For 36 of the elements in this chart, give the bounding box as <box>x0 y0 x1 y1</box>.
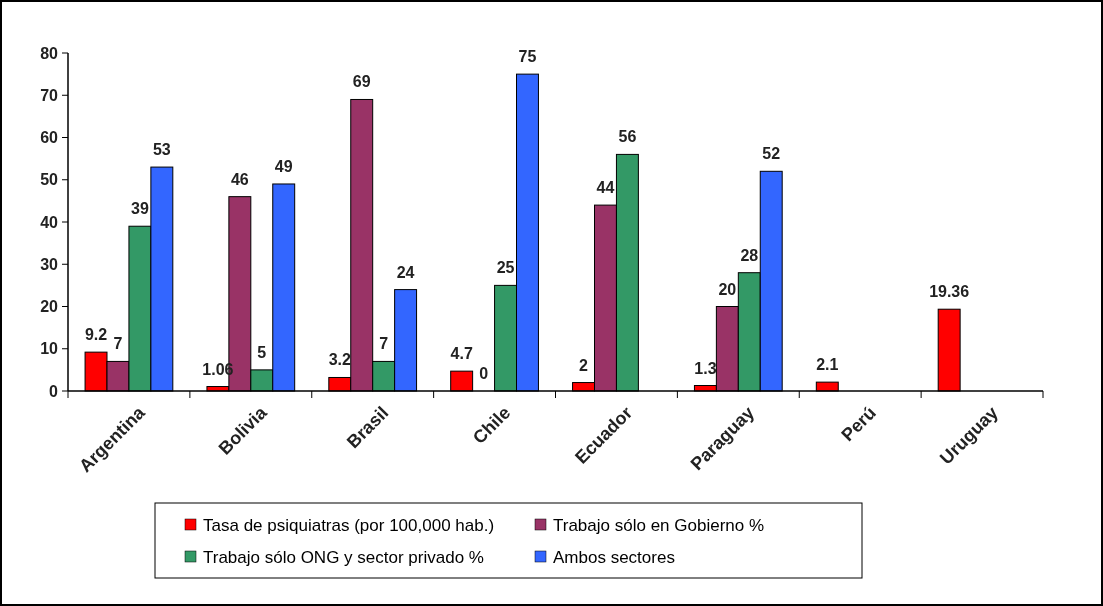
data-label: 0 <box>479 365 489 382</box>
data-label: 46 <box>230 170 249 188</box>
y-tick-label: 60 <box>40 129 59 147</box>
data-label: 28 <box>740 246 759 264</box>
data-label: 7 <box>113 335 123 353</box>
data-label: 4.7 <box>450 345 473 363</box>
data-label: 25 <box>496 259 515 277</box>
data-label: 69 <box>352 73 371 91</box>
data-label: 19.36 <box>929 283 970 301</box>
y-tick-label: 30 <box>40 255 59 273</box>
data-label: 1.3 <box>694 359 717 377</box>
legend-label: Trabajo sólo ONG y sector privado % <box>203 547 484 567</box>
y-tick-label: 40 <box>40 213 59 231</box>
y-tick-label: 10 <box>40 340 59 358</box>
data-label: 2 <box>579 356 589 374</box>
data-label: 56 <box>618 128 637 146</box>
data-label: 53 <box>152 141 171 159</box>
legend-label: Tasa de psiquiatras (por 100,000 hab.) <box>203 515 495 535</box>
data-label: 2.1 <box>816 356 839 374</box>
data-label: 24 <box>396 263 415 281</box>
data-label: 75 <box>518 48 537 66</box>
y-tick-label: 0 <box>49 382 59 400</box>
data-label: 9.2 <box>84 326 108 344</box>
data-label: 52 <box>762 145 781 163</box>
y-tick-label: 70 <box>40 86 59 104</box>
legend-label: Trabajo sólo en Gobierno % <box>553 515 765 535</box>
data-label: 49 <box>274 157 293 175</box>
legend-label: Ambos sectores <box>553 547 675 567</box>
data-label: 7 <box>379 335 389 353</box>
data-label: 39 <box>131 200 149 218</box>
data-label: 20 <box>718 280 737 298</box>
y-tick-label: 80 <box>40 44 59 62</box>
y-tick-label: 50 <box>40 171 59 189</box>
y-tick-label: 20 <box>40 298 59 316</box>
data-label: 44 <box>596 179 615 197</box>
data-label: 5 <box>257 343 267 361</box>
